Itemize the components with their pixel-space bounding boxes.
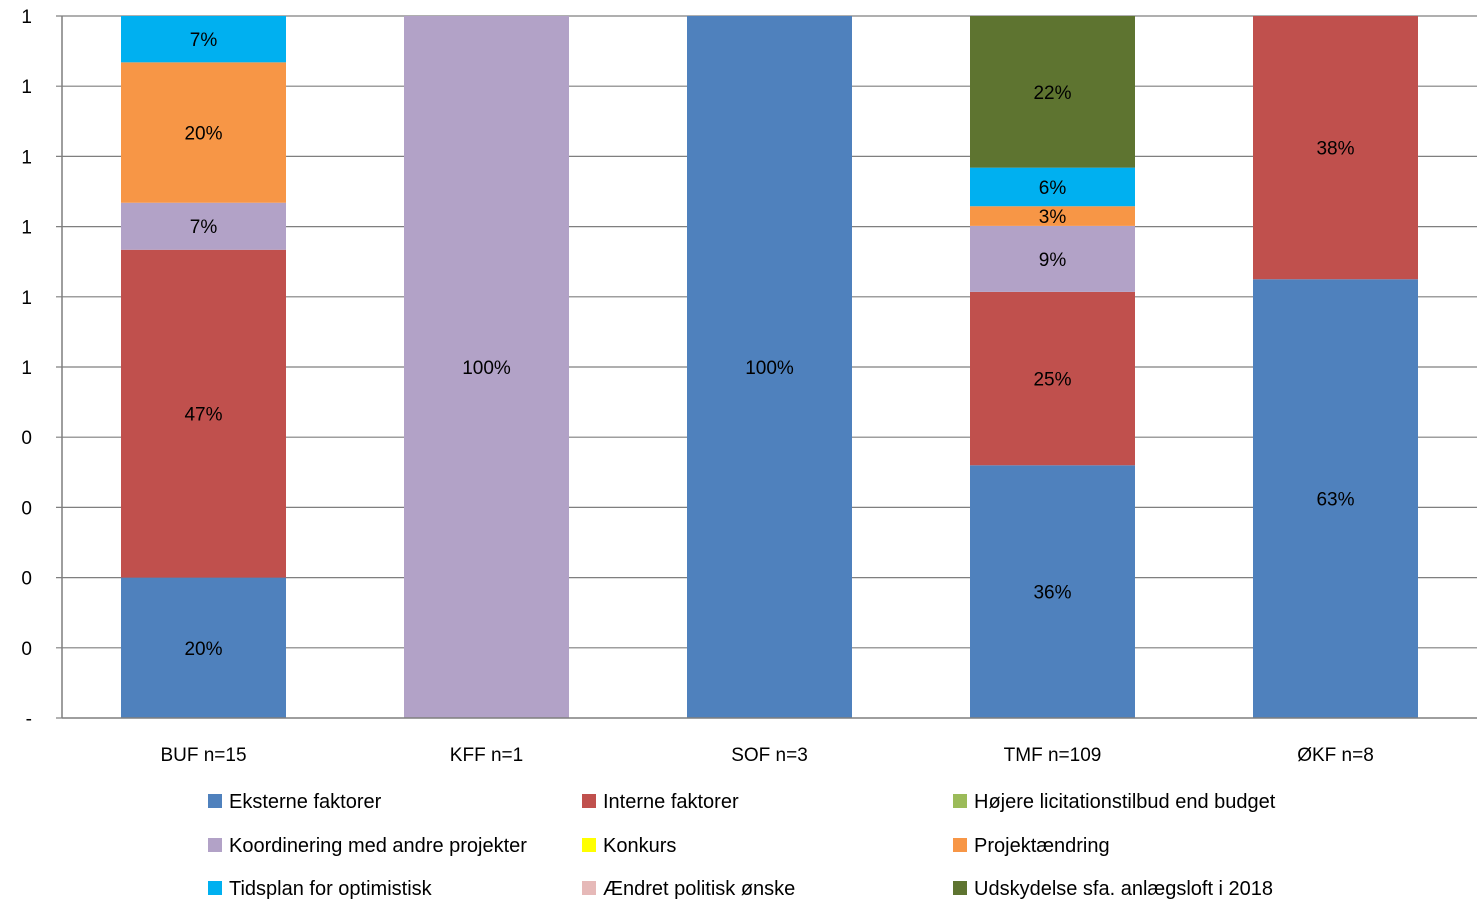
bar-stack-group — [121, 16, 1418, 718]
y-tick-label: 0 — [21, 498, 32, 519]
legend-swatch — [208, 881, 222, 895]
x-category-label: TMF n=109 — [1004, 745, 1102, 766]
legend-swatch — [582, 881, 596, 895]
data-label: 36% — [1033, 583, 1071, 604]
data-label: 20% — [184, 639, 222, 660]
legend-label: Ændret politisk ønske — [603, 878, 795, 900]
data-label: 20% — [184, 124, 222, 145]
bar-segment — [970, 16, 1135, 168]
legend-swatch — [582, 838, 596, 852]
data-label: 6% — [1039, 178, 1067, 199]
data-label-group: 20% 47% 7% 20% 7% 100% 100% 36% 25% 9% 3% 6% 22% 63% 3… — [184, 30, 1354, 660]
y-tick-label: 1 — [21, 7, 32, 28]
bar-segment — [404, 16, 569, 718]
legend-swatch — [582, 794, 596, 808]
legend-swatch — [953, 794, 967, 808]
x-category-label: KFF n=1 — [450, 745, 523, 766]
data-label: 9% — [1039, 250, 1067, 271]
bar-segment — [970, 465, 1135, 718]
bar-segment — [121, 249, 286, 578]
y-tick-label: 1 — [21, 288, 32, 309]
legend-swatch — [208, 838, 222, 852]
y-tick-label: 0 — [21, 428, 32, 449]
legend-swatch — [953, 881, 967, 895]
data-label: 63% — [1316, 490, 1354, 511]
x-category-label: ØKF n=8 — [1297, 745, 1374, 766]
legend-label: Koordinering med andre projekter — [229, 835, 527, 857]
legend: Eksterne faktorer Interne faktorer Højere … — [208, 791, 1276, 900]
y-tick-label: 1 — [21, 147, 32, 168]
bar-segment — [121, 202, 286, 250]
x-category-label: SOF n=3 — [731, 745, 808, 766]
bar-segment — [970, 206, 1135, 226]
data-label: 100% — [745, 358, 794, 379]
y-tick-label: 0 — [21, 639, 32, 660]
data-label: 3% — [1039, 207, 1067, 228]
legend-label: Højere licitationstilbud end budget — [974, 791, 1276, 813]
y-tick-label: 1 — [21, 358, 32, 379]
legend-label: Tidsplan for optimistisk — [229, 878, 433, 900]
legend-swatch — [953, 838, 967, 852]
bar-segment — [970, 225, 1135, 292]
x-category-label: BUF n=15 — [160, 745, 246, 766]
y-tick-label: 1 — [21, 218, 32, 239]
legend-label: Konkurs — [603, 835, 676, 857]
legend-swatch — [208, 794, 222, 808]
x-axis-category-labels: BUF n=15 KFF n=1 SOF n=3 TMF n=109 ØKF n=8 — [160, 745, 1373, 766]
bar-segment — [687, 16, 852, 718]
y-tick-label: - — [26, 709, 32, 730]
bar-segment — [970, 167, 1135, 207]
data-label: 100% — [462, 358, 511, 379]
data-label: 25% — [1033, 370, 1071, 391]
y-tick-label: 0 — [21, 569, 32, 590]
legend-label: Projektændring — [974, 835, 1110, 857]
bar-segment — [1253, 16, 1418, 280]
bar-segment — [121, 62, 286, 203]
y-tick-label: 1 — [21, 77, 32, 98]
bar-segment — [121, 577, 286, 718]
data-label: 47% — [184, 405, 222, 426]
legend-label: Udskydelse sfa. anlægsloft i 2018 — [974, 878, 1273, 900]
data-label: 7% — [190, 30, 218, 51]
bar-segment — [121, 16, 286, 63]
legend-label: Interne faktorer — [603, 791, 739, 813]
data-label: 22% — [1033, 83, 1071, 104]
y-axis-tick-labels: - 0 0 0 0 1 1 1 1 1 1 — [21, 7, 32, 730]
data-label: 7% — [190, 217, 218, 238]
bar-segment — [970, 291, 1135, 466]
data-label: 38% — [1316, 139, 1354, 160]
legend-label: Eksterne faktorer — [229, 791, 382, 813]
bar-segment — [1253, 279, 1418, 718]
